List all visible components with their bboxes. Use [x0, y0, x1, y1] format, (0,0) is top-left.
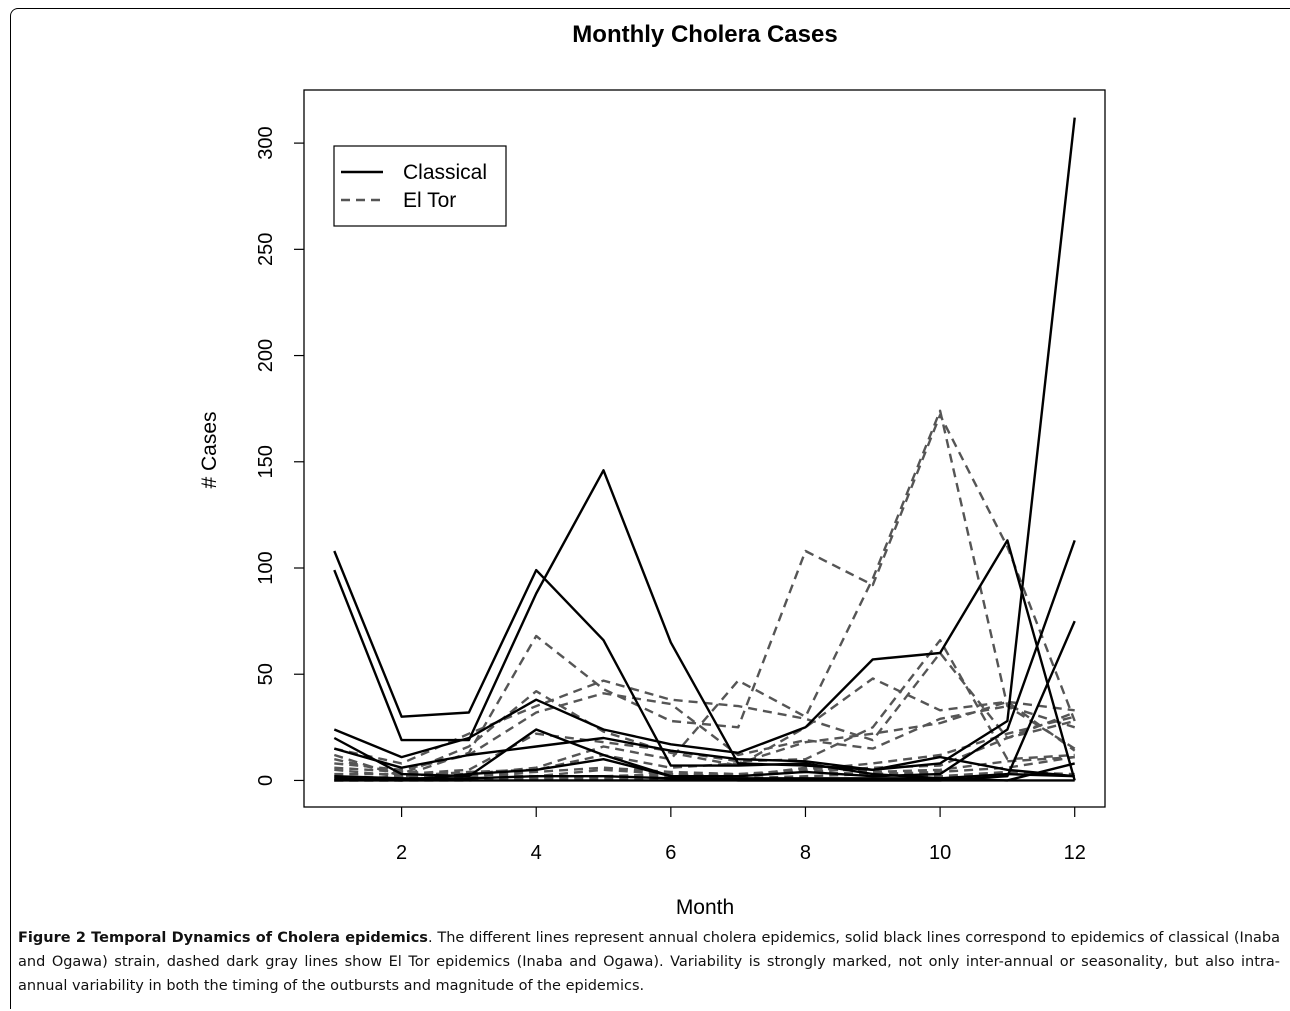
y-tick-label: 0	[255, 775, 277, 786]
figure-frame	[10, 8, 1290, 1009]
x-tick-label: 8	[800, 842, 811, 864]
legend-box	[333, 145, 507, 227]
series-line-classical-3	[333, 539, 1076, 781]
series-line-classical-1	[333, 550, 1075, 782]
y-tick-label: 150	[255, 445, 277, 478]
y-tick-label: 200	[255, 339, 277, 372]
series-line-classical-8	[334, 772, 1075, 780]
series-layer	[333, 117, 1076, 782]
series-line-classical-7	[334, 762, 1075, 782]
series-line-el-tor-11	[334, 677, 1075, 776]
series-line-el-tor-10	[334, 409, 1076, 778]
series-line-el-tor-17	[334, 755, 1075, 778]
legend: Classical El Tor	[333, 145, 507, 227]
x-tick-label: 2	[396, 842, 407, 864]
y-tick-label: 100	[255, 551, 277, 584]
y-tick-label: 300	[255, 126, 277, 159]
chart-title: Monthly Cholera Cases	[572, 21, 837, 48]
figure-caption-text: . The different lines represent annual c…	[18, 930, 1280, 994]
figure-caption-label: Figure 2 Temporal Dynamics of Cholera ep…	[18, 930, 428, 946]
plot-area-border	[303, 89, 1106, 808]
y-tick-label: 50	[255, 663, 277, 685]
legend-label-classical: Classical	[403, 161, 487, 184]
figure-caption: Figure 2 Temporal Dynamics of Cholera ep…	[18, 926, 1280, 998]
series-line-classical-5	[333, 736, 1075, 778]
y-tick-label: 250	[255, 233, 277, 266]
x-tick-label: 4	[531, 842, 542, 864]
legend-label-el-tor: El Tor	[403, 189, 456, 212]
x-tick-label: 6	[665, 842, 676, 864]
series-line-el-tor-9	[334, 413, 1076, 782]
x-axis-label: Month	[676, 896, 734, 919]
y-axis-label: # Cases	[198, 411, 221, 488]
x-tick-label: 10	[929, 842, 951, 864]
x-tick-label: 12	[1064, 842, 1086, 864]
axes-layer: 2 4 6 8 10 12 0 50 100 150 200 250 300	[255, 126, 1086, 864]
